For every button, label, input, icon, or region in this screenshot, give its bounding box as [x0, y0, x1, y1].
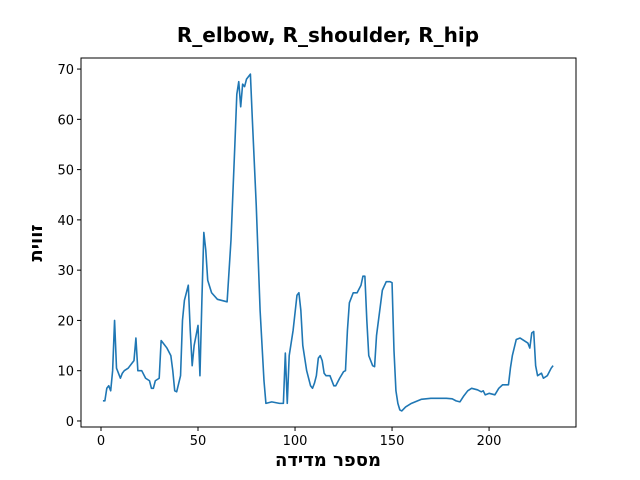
- x-tick-label: 100: [283, 434, 308, 449]
- y-tick-label: 60: [57, 113, 74, 128]
- y-tick-label: 10: [57, 365, 74, 380]
- y-tick-label: 70: [57, 63, 74, 78]
- y-tick-label: 40: [57, 214, 74, 229]
- y-tick-label: 0: [66, 415, 74, 430]
- plot-frame: [80, 57, 577, 428]
- x-tick-label: 0: [97, 434, 105, 449]
- x-tick-label: 50: [190, 434, 207, 449]
- y-axis-label: זווית: [26, 224, 47, 261]
- y-tick-label: 20: [57, 314, 74, 329]
- chart-title: R_elbow, R_shoulder, R_hip: [177, 23, 479, 47]
- y-tick-label: 30: [57, 264, 74, 279]
- x-tick-label: 200: [477, 434, 502, 449]
- x-tick-label: 150: [380, 434, 405, 449]
- x-axis-label: מספר מדידה: [275, 450, 381, 471]
- y-tick-label: 50: [57, 164, 74, 179]
- line-series: [102, 73, 554, 412]
